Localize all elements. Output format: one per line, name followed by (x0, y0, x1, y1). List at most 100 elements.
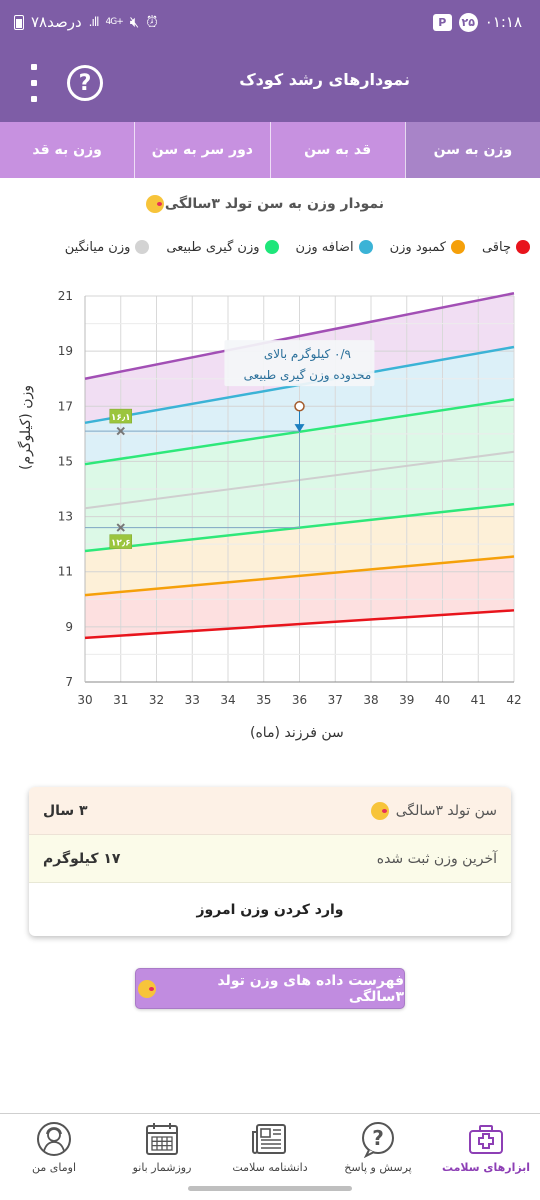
y-tick-label: 21 (58, 289, 73, 303)
legend-dot-icon (264, 240, 279, 254)
x-tick-label: 40 (435, 693, 450, 707)
battery-icon (14, 14, 24, 30)
x-tick-label: 31 (113, 693, 128, 707)
growth-chart: 30 31 32 33 34 35 36 37 38 39 40 41 42 7 9 11 13 15 17 19 21… (0, 280, 540, 720)
chart-legend: چاقی کمبود وزن اضافه وزن وزن گیری طبیعی … (10, 237, 530, 257)
age-label: سن تولد ۳سالگی (369, 801, 497, 820)
alarm-icon: ⏰︎ (146, 13, 158, 31)
notification-badge-count: ۲۵ (458, 12, 478, 32)
mute-icon: 🔇︎ (129, 13, 140, 31)
x-tick-label: 38 (363, 693, 378, 707)
home-indicator[interactable] (188, 1186, 352, 1191)
signal-icon: .ıll (88, 15, 100, 29)
y-tick-label: 15 (58, 454, 73, 468)
y-tick-label: 7 (65, 675, 73, 689)
nav-profile[interactable]: اومای من (0, 1114, 108, 1183)
nav-qa[interactable]: ? پرسش و پاسخ (324, 1114, 432, 1183)
legend-item-underweight: کمبود وزن (390, 237, 465, 257)
app-title: نمودارهای رشد کودک (239, 70, 410, 89)
legend-item-overweight: اضافه وزن (296, 237, 373, 257)
marker-tag (109, 408, 132, 424)
medical-kit-icon (469, 1125, 503, 1154)
clock: ۰۱:۱۸ (484, 13, 522, 31)
age-row: سن تولد ۳سالگی ۳ سال (29, 787, 511, 835)
annotation-line-1: ۰/۹ کیلوگرم بالای (264, 347, 351, 362)
calendar-icon (146, 1123, 178, 1155)
x-tick-label: 32 (149, 693, 164, 707)
kiss-emoji-icon (371, 801, 390, 820)
battery-text: ۷۸درصد (31, 13, 82, 31)
tab-weight-for-age[interactable]: وزن به سن (404, 122, 540, 178)
curve-obese (84, 292, 515, 380)
annotation-box (224, 340, 375, 387)
x-tick-label: 42 (506, 693, 521, 707)
nav-label: روزشمار بانو (132, 1161, 192, 1174)
x-tick-label: 30 (77, 693, 92, 707)
marker-tag (109, 534, 132, 549)
y-tick-label: 11 (58, 565, 73, 579)
tab-bar: وزن به قد دور سر به سن قد به سن وزن به س… (0, 122, 540, 178)
x-tick-label: 37 (328, 693, 343, 707)
notification-badge-p: P (432, 13, 452, 31)
annotation-line-2: محدوده وزن گیری طبیعی (244, 368, 372, 383)
svg-text:?: ? (372, 1126, 384, 1150)
legend-item-median: وزن میانگین (65, 237, 150, 257)
x-tick-label: 39 (399, 693, 414, 707)
x-tick-label: 36 (292, 693, 307, 707)
age-value: ۳ سال (43, 802, 88, 819)
chart-title: نمودار وزن به سن تولد ۳سالگی (145, 195, 384, 213)
x-tick-label: 33 (185, 693, 200, 707)
x-tick-label: 34 (220, 693, 235, 707)
x-tick-label: 35 (256, 693, 271, 707)
nav-calendar[interactable]: روزشمار بانو (108, 1114, 216, 1183)
y-tick-label: 19 (58, 344, 73, 358)
tab-height-for-age[interactable]: قد به سن (269, 122, 405, 178)
status-right: P ۲۵ ۰۱:۱۸ (432, 12, 522, 32)
newspaper-icon (252, 1124, 286, 1154)
info-card: سن تولد ۳سالگی ۳ سال آخرین وزن ثبت شده ۱… (29, 787, 511, 936)
x-axis-label: سن فرزند (ماه) (250, 725, 344, 741)
nav-label: دانشنامه سلامت (232, 1161, 308, 1174)
network-type: 4G+ (105, 17, 124, 27)
curve-severe (84, 609, 515, 640)
legend-dot-icon (135, 240, 150, 254)
y-tick-label: 13 (58, 510, 73, 524)
weight-data-list-label: فهرست داده های وزن تولد ۳سالگی (217, 972, 404, 1005)
status-left: ۷۸درصد .ıll 4G+ 🔇︎ ⏰︎ (14, 13, 158, 31)
excess-arrow (294, 424, 305, 433)
legend-label: چاقی (481, 239, 511, 255)
marker-tag-label: ۱۲٫۶ (111, 539, 131, 549)
profile-icon (37, 1122, 71, 1156)
legend-label: وزن گیری طبیعی (166, 239, 260, 255)
enter-weight-button[interactable]: وارد کردن وزن امروز (196, 901, 344, 918)
tab-weight-for-height[interactable]: وزن به قد (32, 142, 102, 158)
current-point (294, 401, 305, 412)
legend-dot-icon (516, 240, 530, 254)
weight-data-list-button[interactable]: فهرست داده های وزن تولد ۳سالگی (135, 968, 405, 1009)
nav-encyclopedia[interactable]: دانشنامه سلامت (216, 1114, 324, 1183)
help-button[interactable]: ? (67, 65, 103, 101)
curve-underweight (84, 555, 515, 597)
chart-title-text: نمودار وزن به سن تولد ۳سالگی (164, 196, 384, 212)
legend-label: وزن میانگین (64, 239, 131, 255)
y-tick-label: 9 (65, 620, 73, 634)
legend-label: کمبود وزن (389, 239, 446, 255)
nav-label: اومای من (32, 1161, 76, 1174)
nav-label: ابزارهای سلامت (441, 1161, 531, 1174)
legend-item-normal: وزن گیری طبیعی (166, 237, 279, 257)
nav-health-tools[interactable]: ابزارهای سلامت (432, 1114, 540, 1183)
legend-item-obese: چاقی (482, 237, 530, 257)
last-weight-label: آخرین وزن ثبت شده (376, 850, 497, 867)
last-weight-row: آخرین وزن ثبت شده ۱۷ کیلوگرم (29, 835, 511, 883)
x-tick-label: 41 (471, 693, 486, 707)
tab-head-circumference[interactable]: دور سر به سن (134, 122, 269, 178)
legend-dot-icon (358, 240, 373, 254)
marker-x (116, 523, 125, 532)
kiss-emoji-icon (145, 195, 164, 213)
bottom-navigation: ابزارهای سلامت ? پرسش و پاسخ دانشنامه سل… (0, 1113, 540, 1183)
y-tick-label: 17 (58, 399, 73, 413)
overflow-menu-icon[interactable] (28, 64, 40, 102)
question-bubble-icon: ? (362, 1122, 394, 1158)
status-bar: ۷۸درصد .ıll 4G+ 🔇︎ ⏰︎ P ۲۵ ۰۱:۱۸ (0, 0, 540, 44)
legend-dot-icon (450, 240, 465, 254)
